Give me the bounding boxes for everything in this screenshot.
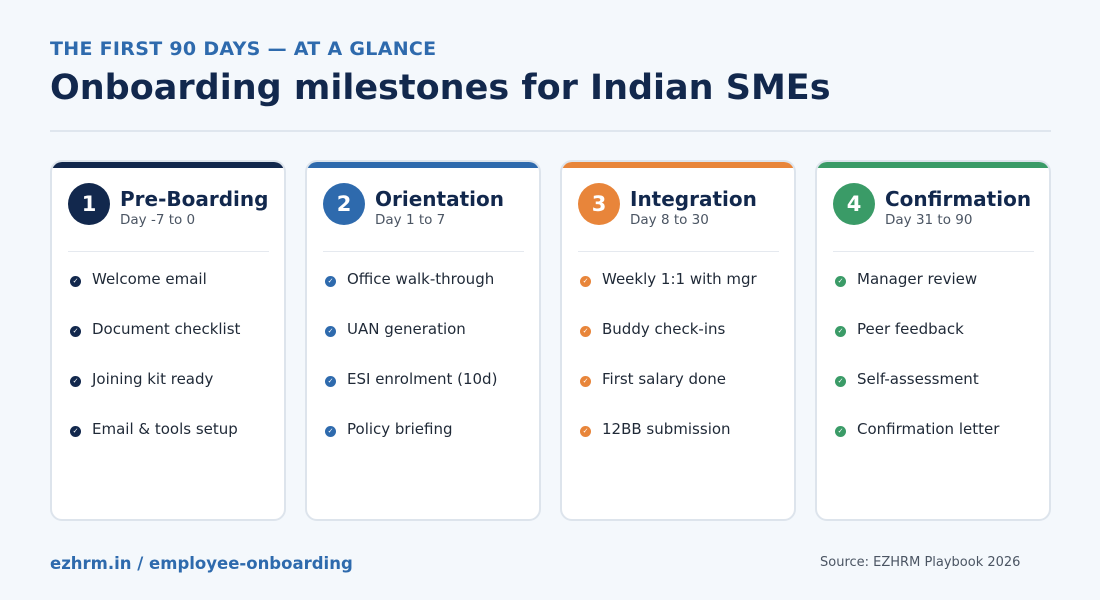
check-icon: ✓ bbox=[325, 426, 336, 437]
check-icon: ✓ bbox=[70, 276, 81, 287]
task-label: Buddy check-ins bbox=[602, 320, 726, 338]
check-icon: ✓ bbox=[580, 276, 591, 287]
stage-day-range: Day 1 to 7 bbox=[375, 212, 446, 228]
task-item: ✓ Weekly 1:1 with mgr bbox=[580, 270, 757, 320]
stage-separator bbox=[833, 251, 1034, 252]
stage-number-badge: 3 bbox=[578, 183, 620, 225]
stage-day-range: Day 31 to 90 bbox=[885, 212, 973, 228]
task-label: Policy briefing bbox=[347, 420, 453, 438]
task-item: ✓ Buddy check-ins bbox=[580, 320, 757, 370]
task-item: ✓ Document checklist bbox=[70, 320, 240, 370]
stage-task-list: ✓ Manager review ✓ Peer feedback ✓ Self-ass… bbox=[835, 270, 999, 470]
task-item: ✓ 12BB submission bbox=[580, 420, 757, 470]
stage-separator bbox=[323, 251, 524, 252]
stage-name: Pre-Boarding bbox=[120, 187, 269, 211]
stage-number-badge: 1 bbox=[68, 183, 110, 225]
task-item: ✓ Policy briefing bbox=[325, 420, 497, 470]
stage-card-pre-boarding: 1 Pre-Boarding Day -7 to 0 ✓ Welcome emai… bbox=[50, 160, 286, 521]
check-icon: ✓ bbox=[835, 426, 846, 437]
stage-name: Integration bbox=[630, 187, 757, 211]
check-icon: ✓ bbox=[835, 326, 846, 337]
check-icon: ✓ bbox=[580, 426, 591, 437]
check-icon: ✓ bbox=[70, 426, 81, 437]
stage-accent-bar bbox=[52, 162, 284, 168]
header-divider bbox=[50, 130, 1051, 132]
stage-separator bbox=[68, 251, 269, 252]
milestone-cards: 1 Pre-Boarding Day -7 to 0 ✓ Welcome emai… bbox=[50, 160, 1051, 521]
task-label: 12BB submission bbox=[602, 420, 731, 438]
task-item: ✓ Office walk-through bbox=[325, 270, 497, 320]
stage-separator bbox=[578, 251, 779, 252]
page-title: Onboarding milestones for Indian SMEs bbox=[50, 68, 831, 108]
task-item: ✓ Email & tools setup bbox=[70, 420, 240, 470]
check-icon: ✓ bbox=[835, 276, 846, 287]
task-item: ✓ Welcome email bbox=[70, 270, 240, 320]
task-label: First salary done bbox=[602, 370, 726, 388]
stage-day-range: Day -7 to 0 bbox=[120, 212, 196, 228]
stage-accent-bar bbox=[817, 162, 1049, 168]
stage-day-range: Day 8 to 30 bbox=[630, 212, 709, 228]
task-label: Self-assessment bbox=[857, 370, 979, 388]
stage-accent-bar bbox=[307, 162, 539, 168]
task-item: ✓ Joining kit ready bbox=[70, 370, 240, 420]
stage-task-list: ✓ Weekly 1:1 with mgr ✓ Buddy check-ins ✓ F… bbox=[580, 270, 757, 470]
stage-task-list: ✓ Office walk-through ✓ UAN generation ✓ ES… bbox=[325, 270, 497, 470]
task-item: ✓ UAN generation bbox=[325, 320, 497, 370]
check-icon: ✓ bbox=[325, 376, 336, 387]
stage-task-list: ✓ Welcome email ✓ Document checklist ✓ Join… bbox=[70, 270, 240, 470]
task-label: Manager review bbox=[857, 270, 978, 288]
stage-card-integration: 3 Integration Day 8 to 30 ✓ Weekly 1:1 wi… bbox=[560, 160, 796, 521]
task-label: Peer feedback bbox=[857, 320, 964, 338]
task-item: ✓ First salary done bbox=[580, 370, 757, 420]
task-item: ✓ Peer feedback bbox=[835, 320, 999, 370]
task-label: Welcome email bbox=[92, 270, 207, 288]
stage-name: Orientation bbox=[375, 187, 504, 211]
check-icon: ✓ bbox=[70, 376, 81, 387]
task-label: Weekly 1:1 with mgr bbox=[602, 270, 757, 288]
source-note: Source: EZHRM Playbook 2026 bbox=[820, 555, 1021, 570]
check-icon: ✓ bbox=[580, 326, 591, 337]
stage-card-orientation: 2 Orientation Day 1 to 7 ✓ Office walk-th… bbox=[305, 160, 541, 521]
kicker-heading: THE FIRST 90 DAYS — AT A GLANCE bbox=[50, 38, 437, 60]
check-icon: ✓ bbox=[580, 376, 591, 387]
check-icon: ✓ bbox=[325, 326, 336, 337]
task-label: Office walk-through bbox=[347, 270, 495, 288]
task-label: Confirmation letter bbox=[857, 420, 1000, 438]
stage-number-badge: 2 bbox=[323, 183, 365, 225]
task-label: ESI enrolment (10d) bbox=[347, 370, 498, 388]
stage-number-badge: 4 bbox=[833, 183, 875, 225]
stage-card-confirmation: 4 Confirmation Day 31 to 90 ✓ Manager rev… bbox=[815, 160, 1051, 521]
task-item: ✓ Self-assessment bbox=[835, 370, 999, 420]
stage-name: Confirmation bbox=[885, 187, 1032, 211]
task-item: ✓ Manager review bbox=[835, 270, 999, 320]
check-icon: ✓ bbox=[70, 326, 81, 337]
check-icon: ✓ bbox=[835, 376, 846, 387]
task-label: Joining kit ready bbox=[92, 370, 214, 388]
task-item: ✓ Confirmation letter bbox=[835, 420, 999, 470]
task-label: UAN generation bbox=[347, 320, 466, 338]
task-label: Document checklist bbox=[92, 320, 241, 338]
check-icon: ✓ bbox=[325, 276, 336, 287]
task-item: ✓ ESI enrolment (10d) bbox=[325, 370, 497, 420]
task-label: Email & tools setup bbox=[92, 420, 238, 438]
footer-link[interactable]: ezhrm.in / employee-onboarding bbox=[50, 554, 353, 573]
stage-accent-bar bbox=[562, 162, 794, 168]
